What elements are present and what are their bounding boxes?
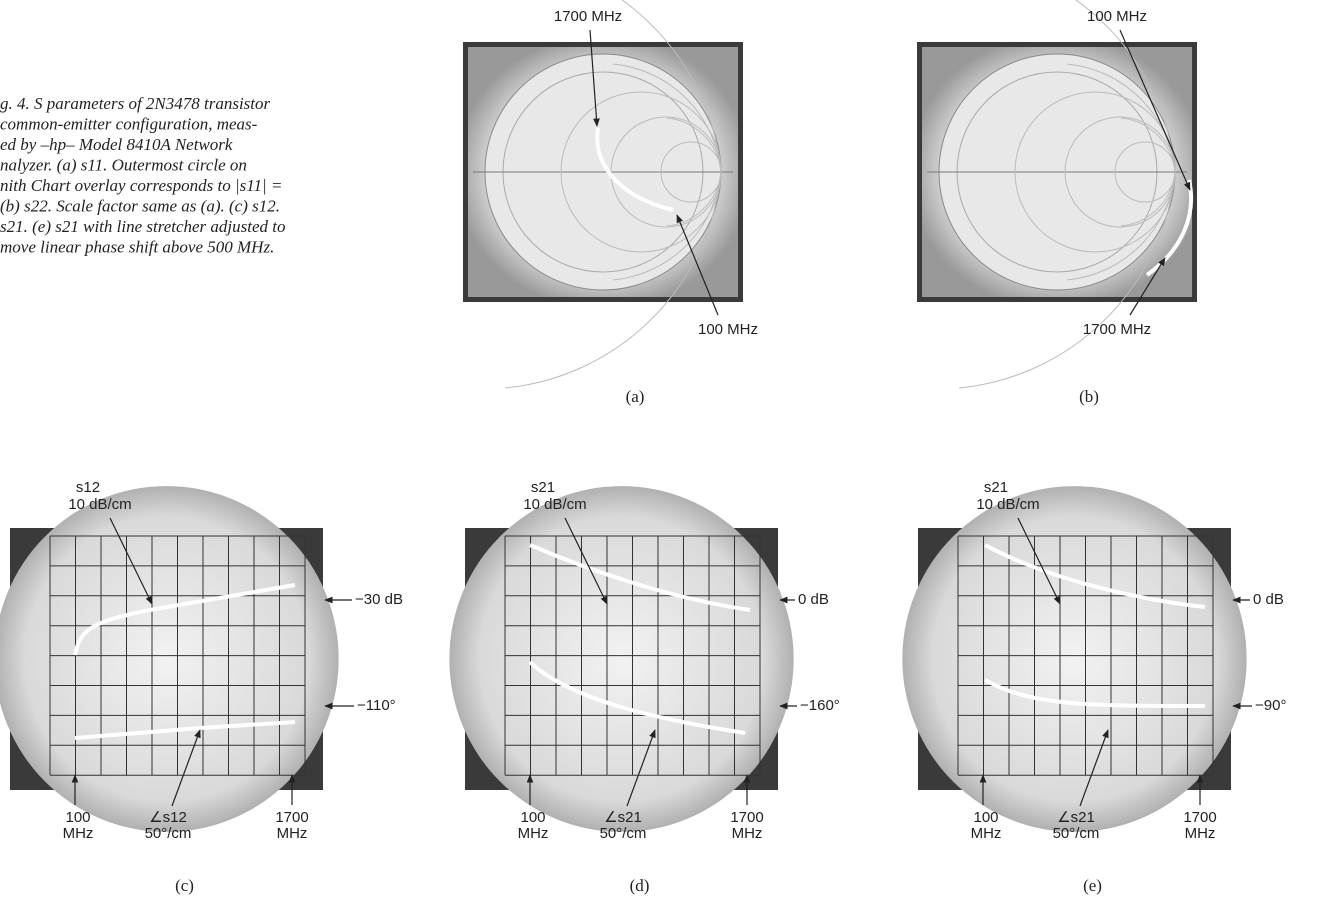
arrow [171, 729, 201, 807]
label: 1700 [275, 809, 308, 826]
caption-line: move linear phase shift above 500 MHz. [0, 237, 274, 256]
trace [73, 583, 296, 656]
label: (c) [175, 876, 194, 895]
label: ∠s21 [1057, 809, 1095, 826]
caption-line: nith Chart overlay corresponds to |s11| … [0, 176, 282, 195]
trace [528, 660, 746, 735]
arrow [109, 517, 153, 605]
caption-line: (b) s22. Scale factor same as (a). (c) s… [0, 196, 280, 215]
label: 10 dB/cm [976, 496, 1039, 513]
crt-screen [902, 486, 1247, 832]
label: MHz [277, 825, 308, 842]
arrow [1017, 517, 1061, 605]
label: (a) [626, 387, 645, 406]
arrow [1119, 29, 1191, 191]
label: 100 [973, 809, 998, 826]
label: −160° [800, 697, 840, 714]
label: 1700 [730, 809, 763, 826]
label: 50°/cm [1053, 825, 1100, 842]
label: 100 MHz [698, 321, 758, 338]
trace [74, 720, 296, 740]
smith-arc [612, 63, 722, 173]
caption-line: s21. (e) s21 with line stretcher adjuste… [0, 217, 286, 236]
smith-arc [504, 171, 722, 389]
smith-arc [1066, 63, 1176, 173]
label: MHz [732, 825, 763, 842]
caption: g. 4. S parameters of 2N3478 transistorc… [0, 94, 286, 257]
trace [529, 543, 751, 612]
label: −30 dB [355, 591, 403, 608]
label: 100 [520, 809, 545, 826]
label: 1700 MHz [554, 8, 622, 25]
arrow [676, 214, 719, 316]
label: 1700 MHz [1083, 321, 1151, 338]
smith-arc [958, 171, 1176, 389]
crt-screen [0, 486, 339, 832]
smith-arc [1075, 0, 1176, 173]
caption-line: ed by –hp– Model 8410A Network [0, 135, 233, 154]
caption-line: g. 4. S parameters of 2N3478 transistor [0, 94, 271, 113]
label: ∠s21 [604, 809, 642, 826]
crt-screen [449, 486, 794, 832]
label: 10 dB/cm [68, 496, 131, 513]
label: −110° [357, 697, 396, 714]
label: MHz [1185, 825, 1216, 842]
label: 100 [65, 809, 90, 826]
arrow [1079, 729, 1109, 807]
trace [1145, 179, 1194, 277]
arrow [1129, 257, 1166, 316]
label: 0 dB [1253, 591, 1284, 608]
trace [984, 543, 1206, 609]
label: MHz [971, 825, 1002, 842]
label: 0 dB [798, 591, 829, 608]
label: ∠s12 [149, 809, 187, 826]
label: 10 dB/cm [523, 496, 586, 513]
smith-arc [621, 0, 722, 173]
label: MHz [63, 825, 94, 842]
label: s21 [984, 479, 1008, 496]
trace [984, 678, 1206, 708]
label: (b) [1079, 387, 1099, 406]
label: 1700 [1183, 809, 1216, 826]
trace [595, 127, 674, 212]
label: (d) [630, 876, 650, 895]
arrow [564, 517, 608, 605]
label: s12 [76, 479, 100, 496]
label: s21 [531, 479, 555, 496]
caption-line: nalyzer. (a) s11. Outermost circle on [0, 155, 247, 174]
label: (e) [1083, 876, 1102, 895]
label: 100 MHz [1087, 8, 1147, 25]
arrow [589, 29, 600, 127]
label: MHz [518, 825, 549, 842]
label: 50°/cm [145, 825, 192, 842]
smith-arc [1066, 171, 1176, 281]
arrow [626, 729, 656, 807]
label: −90° [1255, 697, 1286, 714]
caption-line: common-emitter configuration, meas- [0, 114, 258, 133]
smith-arc [612, 171, 722, 281]
label: 50°/cm [600, 825, 647, 842]
